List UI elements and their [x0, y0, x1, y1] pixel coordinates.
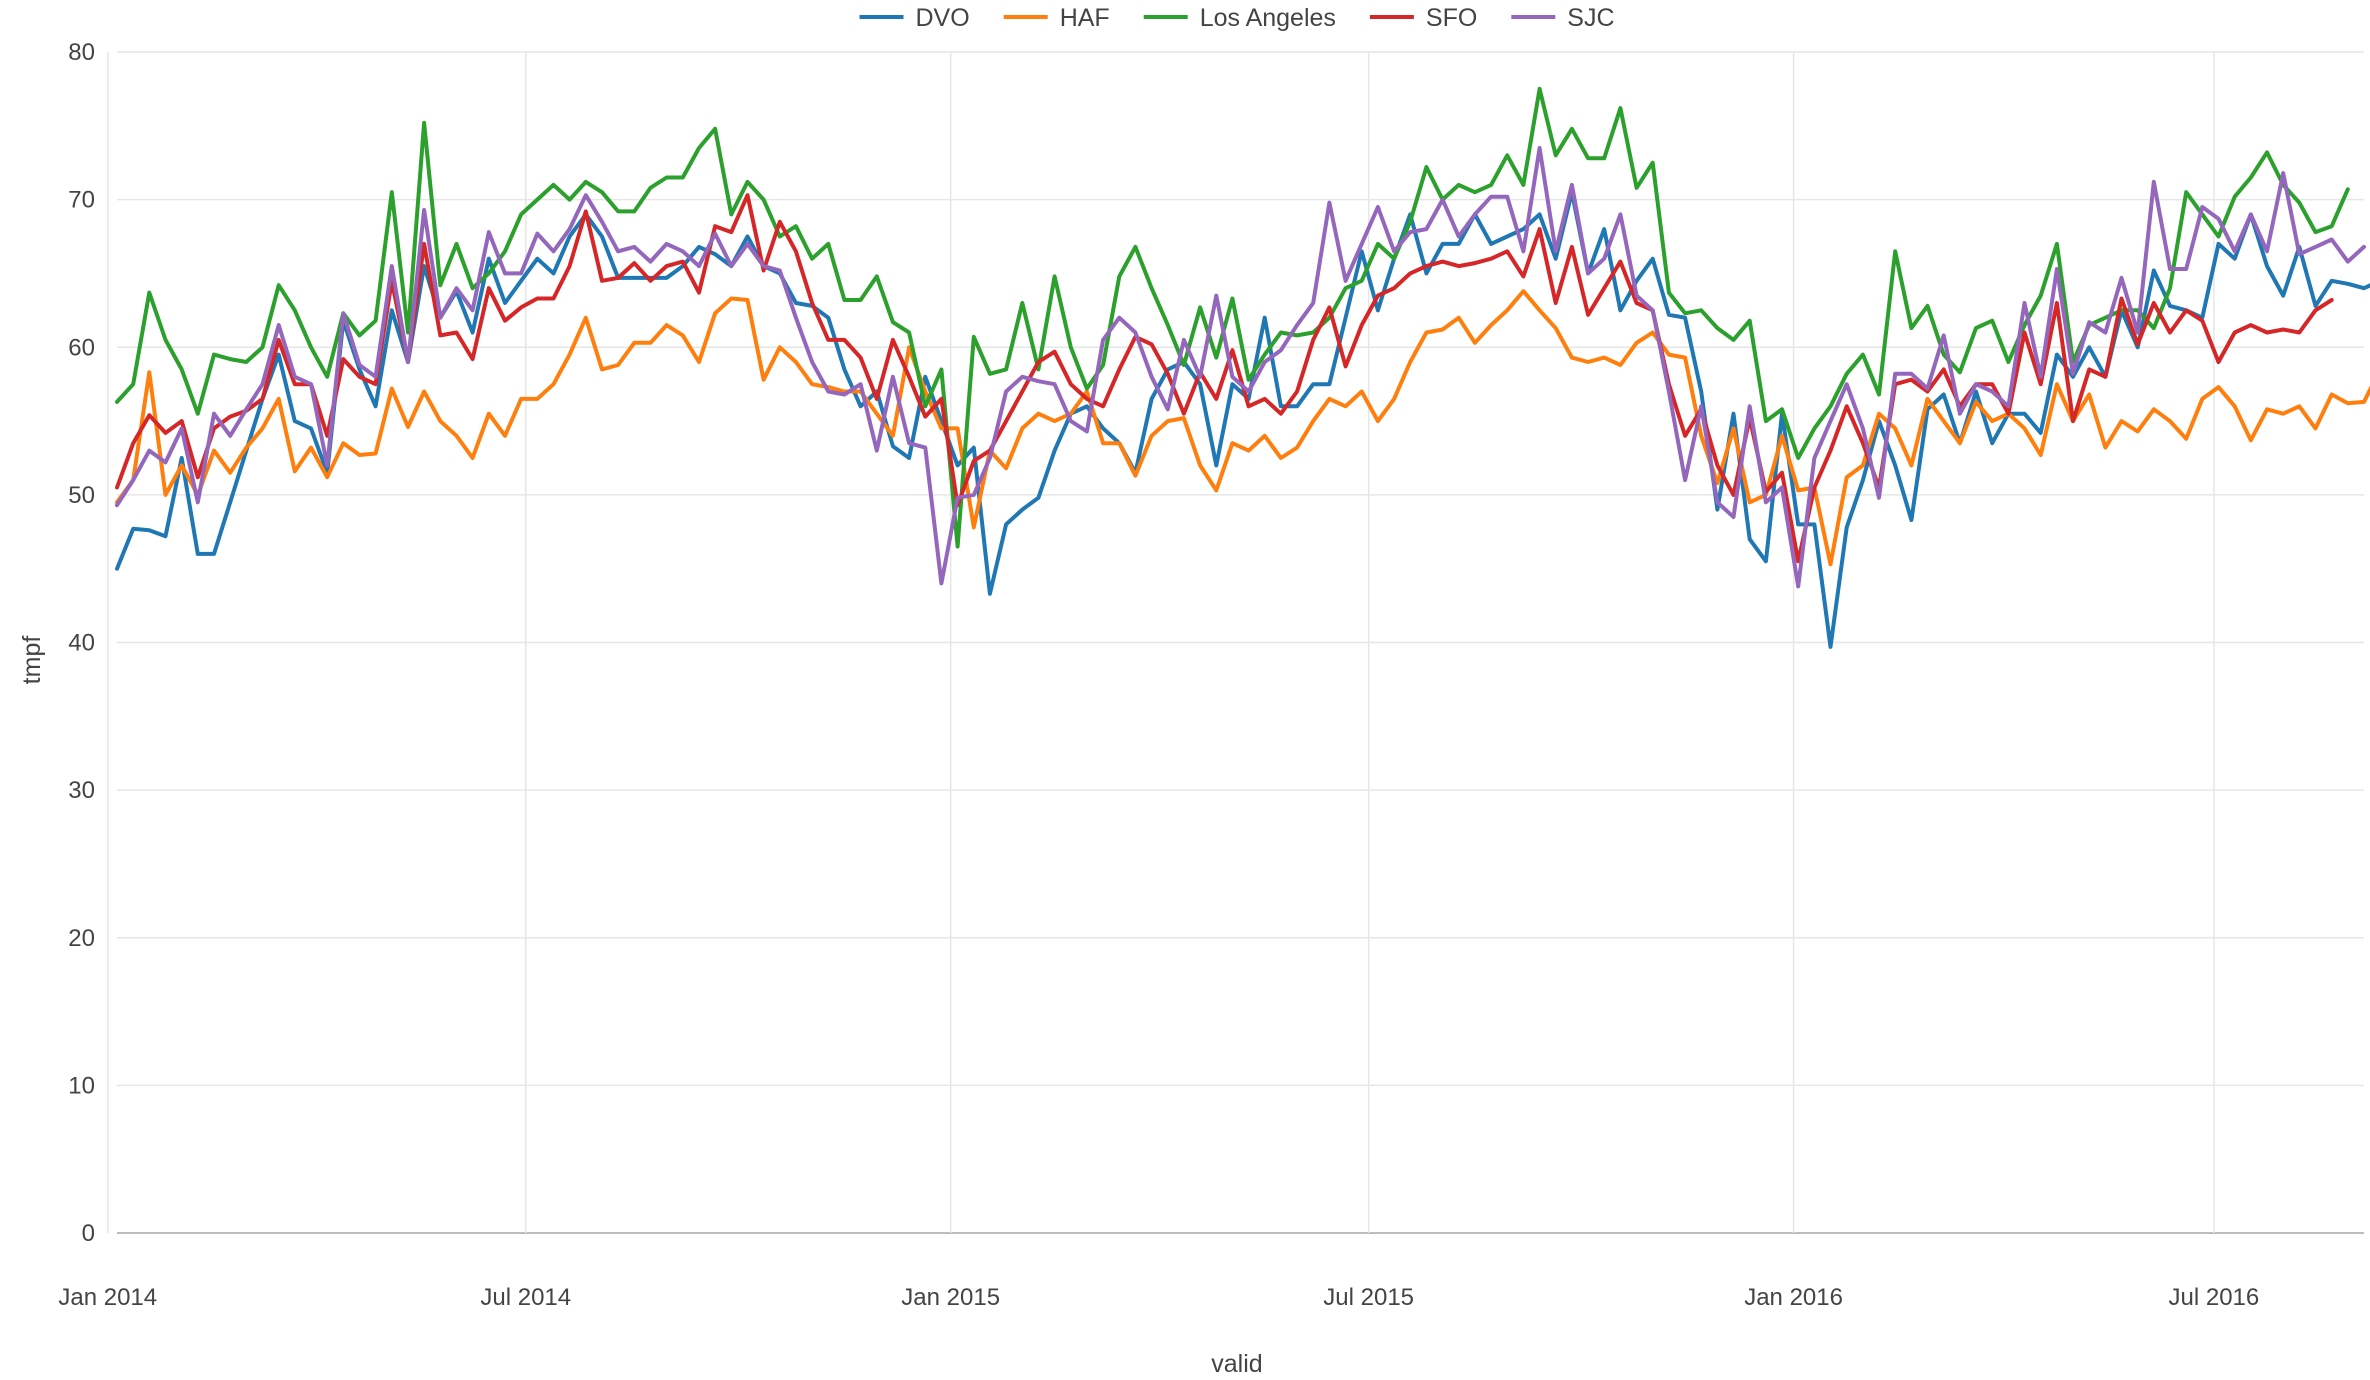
legend-item[interactable]: SFO: [1369, 4, 1477, 32]
legend-item[interactable]: Los Angeles: [1143, 4, 1336, 32]
series-line-sjc: [115, 146, 2366, 589]
legend-label: HAF: [1060, 4, 1110, 32]
series-line-haf: [115, 289, 2370, 567]
y-tick-label: 40: [68, 630, 95, 657]
x-tick-label: Jul 2016: [2169, 1284, 2260, 1311]
y-tick-label: 0: [82, 1220, 95, 1247]
y-tick-label: 10: [68, 1072, 95, 1099]
x-axis-title: valid: [1211, 1350, 1262, 1378]
y-tick-label: 50: [68, 482, 95, 509]
y-axis-title: tmpf: [18, 636, 46, 685]
legend-label: SFO: [1426, 4, 1477, 32]
gridlines: [107, 51, 2364, 1234]
y-tick-label: 60: [68, 334, 95, 361]
legend-item[interactable]: DVO: [859, 4, 970, 32]
y-tick-label: 30: [68, 777, 95, 804]
x-tick-label: Jul 2015: [1323, 1284, 1414, 1311]
legend-label: Los Angeles: [1200, 4, 1336, 32]
legend-item[interactable]: SJC: [1511, 4, 1615, 32]
y-tick-label: 70: [68, 187, 95, 214]
x-axis-ticks: Jan 2014 Jul 2014 Jan 2015 Jul 2015 Jan 2016…: [58, 1284, 2259, 1311]
series-line-los-angeles: [115, 86, 2350, 549]
legend: DVO HAF Los Angeles SFO SJC: [859, 4, 1615, 32]
series-line-dvo: [115, 190, 2370, 649]
legend-item[interactable]: HAF: [1003, 4, 1110, 32]
x-tick-label: Jan 2016: [1744, 1284, 1843, 1311]
series-lines: [115, 86, 2370, 649]
x-tick-label: Jan 2015: [901, 1284, 1000, 1311]
x-tick-label: Jan 2014: [58, 1284, 157, 1311]
series-line-sfo: [115, 193, 2334, 564]
legend-label: SJC: [1567, 4, 1614, 32]
y-tick-label: 20: [68, 925, 95, 952]
y-axis-ticks: 0 10 20 30 40 50 60 70 80: [68, 39, 95, 1247]
x-tick-label: Jul 2014: [480, 1284, 571, 1311]
y-tick-label: 80: [68, 39, 95, 66]
legend-label: DVO: [916, 4, 970, 32]
